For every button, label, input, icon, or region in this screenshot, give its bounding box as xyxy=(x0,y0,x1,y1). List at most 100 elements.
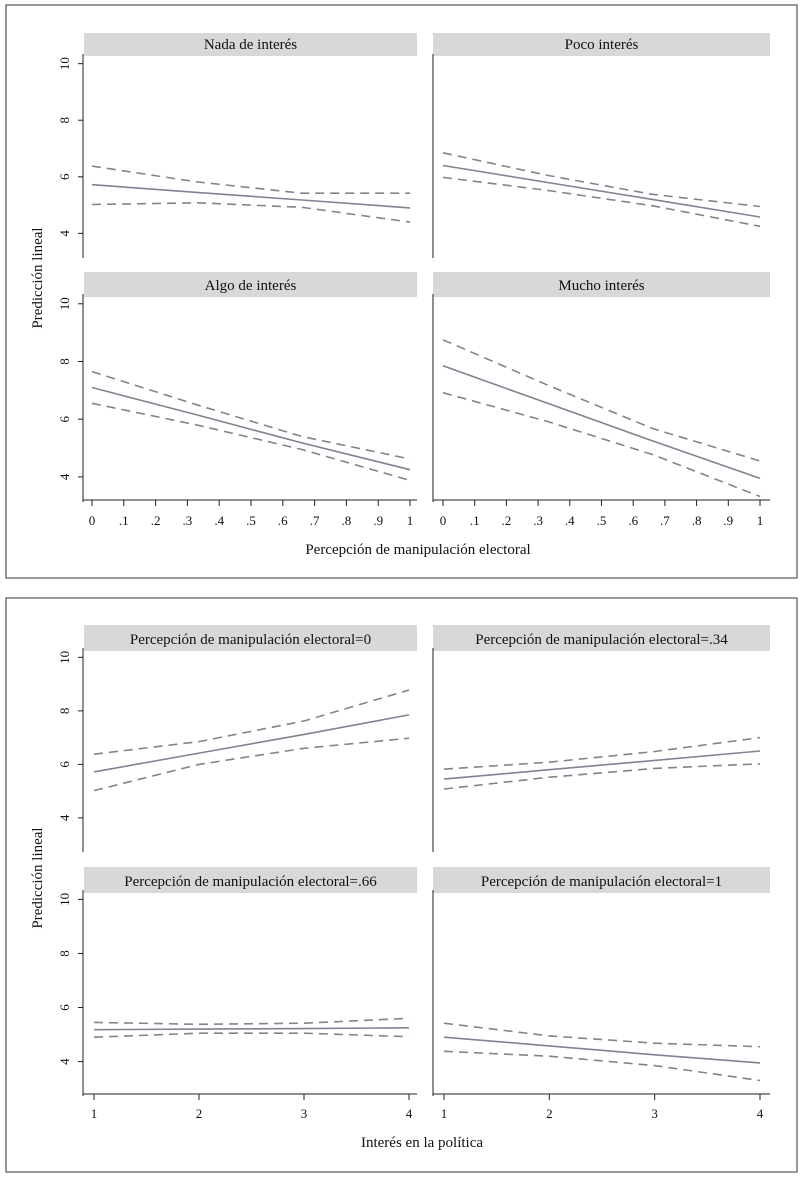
ci-upper-line xyxy=(91,165,410,194)
ci-upper-line xyxy=(443,1022,761,1048)
x-tick-label: 1 xyxy=(757,513,764,528)
ci-lower-line xyxy=(91,201,411,223)
ci-lower-line xyxy=(442,391,761,498)
x-tick-label: 2 xyxy=(546,1106,553,1121)
ci-upper-line xyxy=(91,370,411,460)
y-tick-label: 10 xyxy=(57,57,72,70)
x-tick-label: 4 xyxy=(406,1106,413,1121)
panel-title: Algo de interés xyxy=(205,278,297,294)
figure-frame-bottom xyxy=(5,597,798,1173)
fit-line xyxy=(91,183,411,209)
fit-line xyxy=(442,164,761,218)
panel-title: Percepción de manipulación electoral=.34 xyxy=(475,632,728,648)
x-tick-label: .1 xyxy=(119,513,129,528)
panel-top-2: Poco interés xyxy=(432,33,770,258)
x-tick-label: .5 xyxy=(597,513,607,528)
panel-top-4: Mucho interés 0 .1 .2 .3 .4 .5 .6 .7 .8 .9 1 xyxy=(432,272,770,528)
panel-bottom-4: Percepción de manipulación electoral=1 1 2… xyxy=(432,867,770,1121)
x-tick-label: 1 xyxy=(407,513,414,528)
x-tick-label: .3 xyxy=(533,513,543,528)
x-tick-label: .8 xyxy=(342,513,352,528)
x-tick-label: 0 xyxy=(440,513,447,528)
y-tick-label: 8 xyxy=(57,117,72,124)
x-tick-label: 2 xyxy=(196,1106,203,1121)
x-tick-label: 4 xyxy=(757,1106,764,1121)
panel-title: Mucho interés xyxy=(558,278,644,294)
y-tick-label: 4 xyxy=(57,230,72,237)
panel-strip xyxy=(433,867,770,893)
x-tick-label: 1 xyxy=(91,1106,98,1121)
x-tick-label: 3 xyxy=(301,1106,308,1121)
panel-strip xyxy=(433,272,770,297)
x-tick-label: .8 xyxy=(692,513,702,528)
panel-title: Percepción de manipulación electoral=0 xyxy=(130,632,371,648)
figure-frame-top xyxy=(5,4,798,579)
y-axis-label-top: Predicción lineal xyxy=(30,227,46,328)
x-tick-label: .3 xyxy=(183,513,193,528)
y-axis-label-bottom: Predicción lineal xyxy=(30,827,46,928)
panel-strip xyxy=(84,33,417,56)
y-tick-label: 10 xyxy=(57,893,72,906)
ci-lower-line xyxy=(93,737,410,792)
fit-line xyxy=(93,714,410,773)
x-axis-label-top: Percepción de manipulación electoral xyxy=(305,542,530,558)
y-tick-label: 8 xyxy=(57,358,72,365)
x-tick-label: .9 xyxy=(723,513,733,528)
x-tick-label: .2 xyxy=(502,513,512,528)
panel-strip xyxy=(433,625,770,651)
ci-lower-line xyxy=(91,402,411,482)
y-tick-label: 10 xyxy=(57,651,72,664)
panel-title: Percepción de manipulación electoral=1 xyxy=(481,874,722,890)
ci-upper-line xyxy=(442,339,761,462)
x-tick-label: .7 xyxy=(660,513,670,528)
panel-top-1: Nada de interés 4 6 8 10 xyxy=(57,33,417,258)
panel-bottom-1: Percepción de manipulación electoral=0 4 6… xyxy=(57,625,417,852)
y-tick-label: 6 xyxy=(57,761,72,768)
y-tick-label: 8 xyxy=(57,950,72,957)
x-tick-label: 3 xyxy=(651,1106,658,1121)
x-tick-label: 1 xyxy=(441,1106,448,1121)
x-tick-label: .5 xyxy=(246,513,256,528)
ci-upper-line xyxy=(93,1017,410,1026)
panel-title: Poco interés xyxy=(565,37,639,53)
y-tick-label: 4 xyxy=(57,1058,72,1065)
fit-line xyxy=(443,750,761,780)
panel-bottom-2: Percepción de manipulación electoral=.34 xyxy=(432,625,770,852)
ci-upper-line xyxy=(442,152,761,208)
ci-upper-line xyxy=(93,689,410,755)
x-tick-label: 0 xyxy=(89,513,96,528)
x-tick-label: .7 xyxy=(310,513,320,528)
x-tick-label: .4 xyxy=(214,513,224,528)
x-axis-label-bottom: Interés en la política xyxy=(361,1135,483,1151)
panel-strip xyxy=(84,867,417,893)
panel-strip xyxy=(84,272,417,297)
x-tick-label: .6 xyxy=(628,513,638,528)
y-tick-label: 6 xyxy=(57,415,72,422)
panel-strip xyxy=(84,625,417,651)
x-tick-label: .2 xyxy=(151,513,161,528)
y-tick-label: 6 xyxy=(57,1004,72,1011)
panel-strip xyxy=(433,33,770,56)
ci-lower-line xyxy=(442,176,761,228)
y-tick-label: 4 xyxy=(57,814,72,821)
fit-line xyxy=(91,386,411,471)
y-tick-label: 6 xyxy=(57,173,72,180)
x-tick-label: .9 xyxy=(373,513,383,528)
fit-line xyxy=(443,1036,761,1064)
panel-bottom-3: Percepción de manipulación electoral=.66… xyxy=(57,867,417,1121)
ci-lower-line xyxy=(443,763,761,790)
ci-upper-line xyxy=(443,736,761,770)
y-tick-label: 8 xyxy=(57,708,72,715)
x-tick-label: .6 xyxy=(278,513,288,528)
x-tick-label: .1 xyxy=(470,513,480,528)
panel-title: Percepción de manipulación electoral=.66 xyxy=(124,874,377,890)
x-tick-label: .4 xyxy=(565,513,575,528)
panel-title: Nada de interés xyxy=(204,37,297,53)
y-tick-label: 4 xyxy=(57,473,72,480)
fit-line xyxy=(442,365,761,480)
y-tick-label: 10 xyxy=(57,297,72,310)
fit-line xyxy=(93,1027,410,1031)
panel-top-3: Algo de interés 4 6 8 10 0 .1 .2 .3 .4 .5 .6 .7 .8 .9 1 xyxy=(57,272,417,528)
